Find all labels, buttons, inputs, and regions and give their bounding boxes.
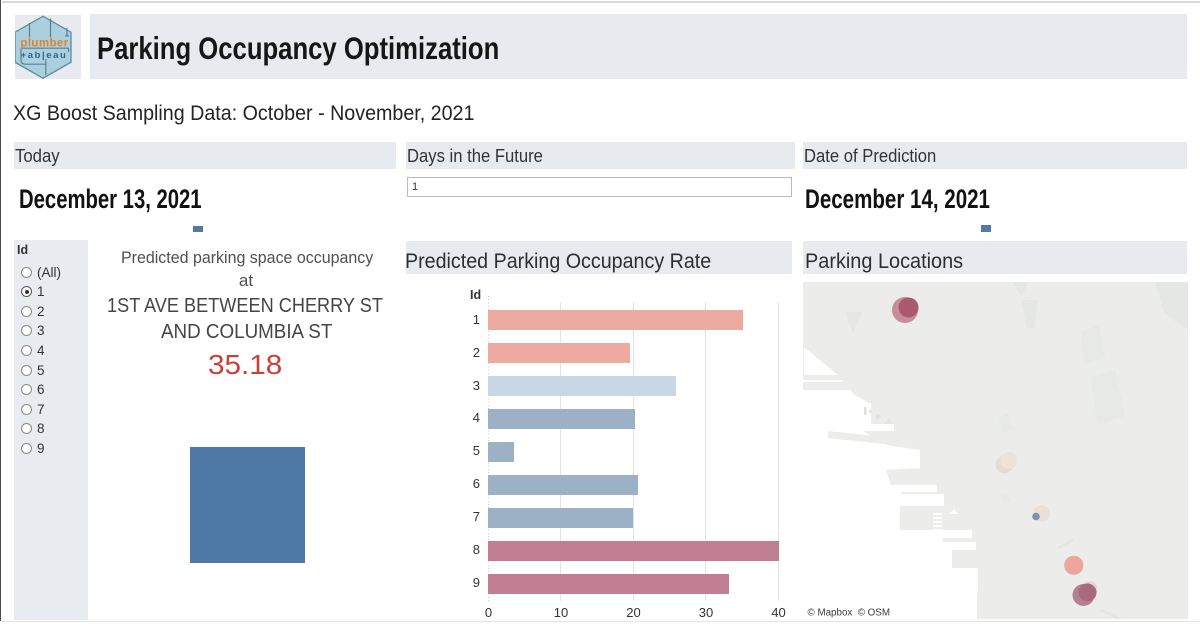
svg-text:plumber: plumber xyxy=(20,38,68,50)
svg-text:© Mapbox © OSM: © Mapbox © OSM xyxy=(808,608,891,619)
svg-text:+ab|eau: +ab|eau xyxy=(21,50,68,61)
